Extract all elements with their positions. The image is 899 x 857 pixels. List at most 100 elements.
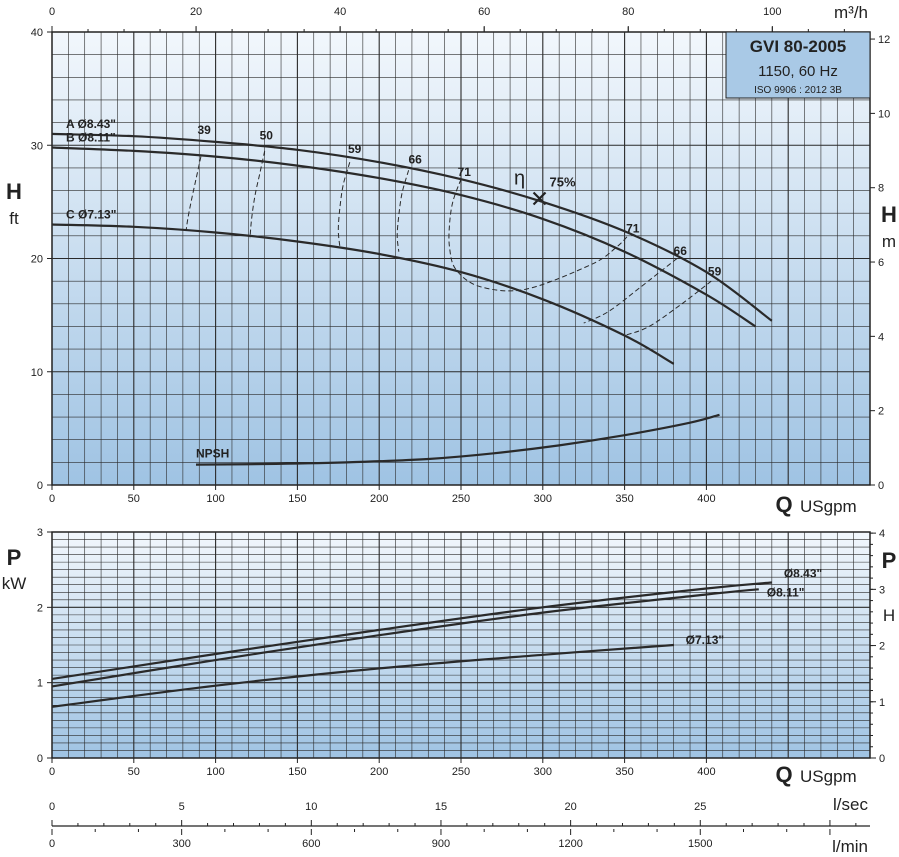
x2-tick-label: 80: [622, 6, 634, 18]
lsec-tick-label: 10: [305, 801, 317, 813]
power-curve: [51, 581, 772, 680]
x2-tick-label: 100: [763, 6, 781, 18]
y-tick-label: 30: [31, 140, 43, 152]
efficiency-contour: [337, 162, 351, 248]
head-curve: [195, 413, 720, 466]
best-efficiency-label: 75%: [550, 174, 576, 189]
x-tick-label: 400: [697, 766, 715, 778]
y2-tick-label: 3: [879, 584, 885, 596]
y2-tick-label: 2: [879, 641, 885, 653]
head-y-unit: ft: [9, 209, 19, 228]
x-tick-label: 250: [452, 766, 470, 778]
y2-tick-label: 8: [878, 183, 884, 195]
y2-tick-label: 6: [878, 257, 884, 269]
efficiency-contour: [583, 258, 678, 324]
efficiency-label: 39: [197, 123, 211, 137]
head-axis-ticks: 0 50 100 150 200 250 300 350 4000102030400246810…: [31, 6, 891, 505]
y-tick-label: 20: [31, 254, 43, 266]
x-tick-label: 100: [206, 766, 224, 778]
x-tick-label: 400: [697, 493, 715, 505]
head-grid: [52, 32, 870, 485]
lsec-tick-label: 5: [179, 801, 185, 813]
head-x-unit: USgpm: [800, 497, 857, 516]
x-tick-label: 200: [370, 766, 388, 778]
power-series-label: Ø8.43": [784, 566, 822, 580]
head-series-labels: A Ø8.43"B Ø8.11" C Ø7.13" NPSH: [66, 117, 229, 461]
series-label: C Ø7.13": [66, 208, 116, 222]
efficiency-contour: [448, 179, 629, 292]
x-tick-label: 250: [452, 493, 470, 505]
y2-tick-label: 10: [878, 108, 890, 120]
x-tick-label: 200: [370, 493, 388, 505]
x-tick-label: 0: [49, 766, 55, 778]
x-tick-label: 350: [615, 766, 633, 778]
power-curve: [51, 588, 759, 688]
head-x2-unit: m³/h: [834, 3, 868, 22]
lmin-tick-label: 900: [432, 838, 450, 850]
flow-scales: 0 5 10 15 20 25 0 300 600 900 1200 1500: [49, 801, 870, 850]
x-tick-label: 100: [206, 493, 224, 505]
head-series: [51, 132, 773, 466]
head-curve: [51, 223, 675, 365]
head-curve: [51, 132, 773, 322]
y2-tick-label: 12: [878, 34, 890, 46]
lmin-tick-label: 1200: [558, 838, 582, 850]
lmin-tick-label: 0: [49, 838, 55, 850]
series-label: A Ø8.43": [66, 117, 116, 131]
standard-label: ISO 9906 : 2012 3B: [754, 85, 842, 96]
power-series-labels: Ø8.43" Ø8.11" Ø7.13": [686, 566, 823, 647]
lsec-tick-label: 0: [49, 801, 55, 813]
lsec-tick-label: 20: [564, 801, 576, 813]
head-y-symbol: H: [6, 179, 22, 204]
x-tick-label: 300: [534, 766, 552, 778]
x-tick-label: 350: [615, 493, 633, 505]
model-title: GVI 80-2005: [750, 37, 846, 56]
y-tick-label: 40: [31, 27, 43, 39]
y2-tick-label: 0: [878, 480, 884, 492]
efficiency-label: 59: [348, 142, 362, 156]
power-x-unit: USgpm: [800, 767, 857, 786]
efficiency-contour: [396, 170, 410, 252]
lmin-tick-label: 1500: [688, 838, 712, 850]
x-tick-label: 50: [128, 493, 140, 505]
y2-tick-label: 2: [878, 406, 884, 418]
head-y2-unit: m: [882, 232, 896, 251]
x-tick-label: 150: [288, 493, 306, 505]
series-label: B Ø8.11": [66, 131, 116, 145]
head-curve: [51, 146, 757, 328]
power-series-label: Ø8.11": [767, 585, 805, 599]
y-tick-label: 0: [37, 753, 43, 765]
x2-tick-label: 20: [190, 6, 202, 18]
lsec-tick-label: 15: [435, 801, 447, 813]
y-tick-label: 1: [37, 678, 43, 690]
power-series-label: Ø7.13": [686, 633, 724, 647]
head-y2-symbol: H: [881, 202, 897, 227]
lmin-tick-label: 600: [302, 838, 320, 850]
head-x-symbol: Q: [775, 492, 792, 517]
x2-tick-label: 60: [478, 6, 490, 18]
lsec-unit: l/sec: [833, 795, 868, 814]
series-label: NPSH: [196, 447, 229, 461]
efficiency-label: 71: [626, 221, 640, 235]
power-y-symbol: P: [7, 545, 22, 570]
y2-tick-label: 1: [879, 697, 885, 709]
power-y-unit: kW: [2, 574, 27, 593]
power-series: [51, 581, 772, 708]
y-tick-label: 3: [37, 527, 43, 539]
x-tick-label: 0: [49, 493, 55, 505]
power-y2-unit: H: [883, 606, 895, 625]
power-x-symbol: Q: [775, 762, 792, 787]
efficiency-label: 50: [260, 129, 274, 143]
y-tick-label: 2: [37, 602, 43, 614]
x-tick-label: 300: [534, 493, 552, 505]
lmin-unit: l/min: [832, 837, 868, 856]
efficiency-label: 66: [409, 152, 423, 166]
power-curve: [51, 643, 674, 708]
efficiency-contour: [249, 150, 266, 239]
power-y2-symbol: P: [882, 548, 897, 573]
power-grid: [52, 532, 870, 758]
x-tick-label: 50: [128, 766, 140, 778]
y-tick-label: 0: [37, 480, 43, 492]
